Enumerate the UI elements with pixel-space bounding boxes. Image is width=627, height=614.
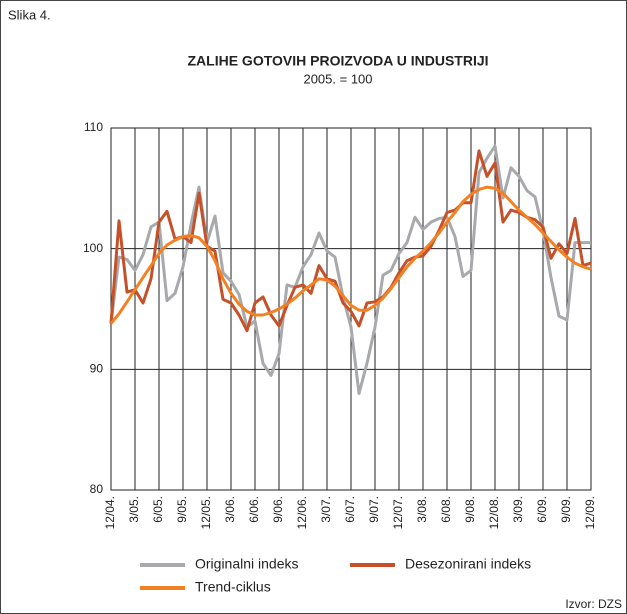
- x-tick-label: 12/07.: [391, 496, 405, 529]
- x-tick-label: 9/06.: [271, 496, 285, 523]
- chart-title: ZALIHE GOTOVIH PROIZVODA U INDUSTRIJI: [187, 53, 488, 69]
- series-line: [109, 149, 592, 333]
- y-tick-label: 110: [84, 120, 103, 134]
- series-line: [109, 144, 591, 395]
- x-tick-label: 12/05.: [199, 496, 213, 529]
- x-tick-label: 6/06.: [247, 496, 261, 523]
- x-tick-label: 12/04.: [103, 496, 117, 529]
- source: Izvor: DZS: [565, 597, 622, 611]
- x-tick-label: 9/05.: [175, 496, 189, 523]
- x-tick-label: 6/05.: [151, 496, 165, 523]
- legend-label: Desezonirani indeks: [405, 556, 531, 572]
- chart-subtitle: 2005. = 100: [303, 71, 372, 86]
- x-tick-label: 12/08.: [487, 496, 501, 529]
- x-tick-label: 3/06.: [223, 496, 237, 523]
- legend-label: Trend-ciklus: [195, 579, 271, 595]
- x-tick-label: 3/07.: [319, 496, 333, 523]
- y-tick-label: 80: [90, 482, 104, 496]
- x-tick-label: 6/07.: [343, 496, 357, 523]
- figure-label: Slika 4.: [8, 7, 51, 22]
- x-tick-label: 12/06.: [295, 496, 309, 529]
- x-tick-label: 9/08.: [463, 496, 477, 523]
- x-tick-label: 3/08.: [415, 496, 429, 523]
- x-tick-label: 6/08.: [439, 496, 453, 523]
- x-tick-label: 9/09.: [559, 496, 573, 523]
- x-tick-label: 12/09.: [583, 496, 597, 529]
- x-tick-label: 3/09.: [511, 496, 525, 523]
- y-tick-label: 100: [83, 241, 103, 255]
- series-line: [109, 185, 592, 325]
- x-tick-label: 6/09.: [535, 496, 549, 523]
- x-tick-label: 3/05.: [127, 496, 141, 523]
- y-tick-label: 90: [90, 362, 104, 376]
- legend-label: Originalni indeks: [195, 556, 299, 572]
- x-tick-label: 9/07.: [367, 496, 381, 523]
